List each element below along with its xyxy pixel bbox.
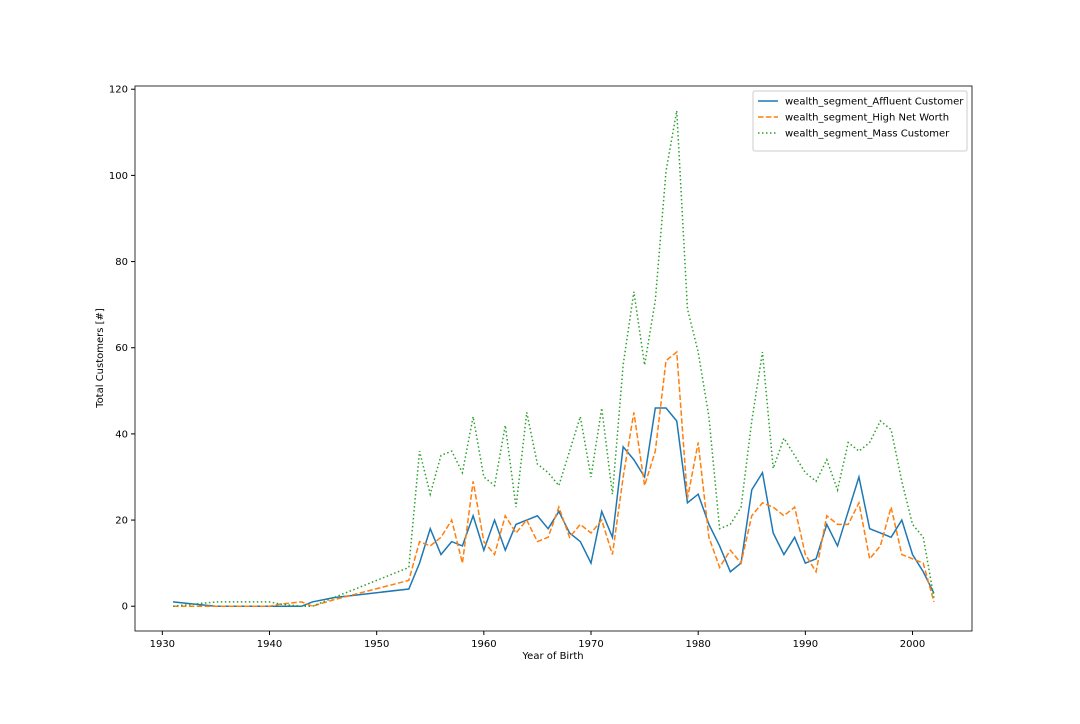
y-tick-label: 120 [109, 85, 128, 96]
x-tick-label: 2000 [900, 639, 925, 650]
y-tick-label: 100 [109, 171, 128, 182]
plot-frame [134, 85, 973, 632]
y-tick-label: 80 [115, 257, 128, 268]
x-tick-label: 1930 [150, 639, 175, 650]
x-tick-label: 1940 [257, 639, 282, 650]
x-tick-label: 1980 [685, 639, 710, 650]
series-line [172, 407, 935, 607]
x-tick-label: 1970 [578, 639, 603, 650]
y-tick-label: 60 [115, 343, 128, 354]
x-tick-label: 1960 [471, 639, 496, 650]
y-tick-label: 40 [115, 429, 128, 440]
legend-label: wealth_segment_High Net Worth [785, 113, 949, 124]
y-axis-label: Total Customers [#] [95, 308, 106, 409]
legend-box [752, 90, 968, 152]
x-tick-label: 1990 [793, 639, 818, 650]
y-tick-label: 20 [115, 516, 128, 527]
series-line [173, 350, 935, 608]
y-tick-label: 0 [122, 602, 128, 613]
x-axis-label: Year of Birth [521, 651, 583, 662]
x-tick-label: 1950 [364, 639, 389, 650]
legend-label: wealth_segment_Affluent Customer [785, 97, 964, 108]
legend-label: wealth_segment_Mass Customer [785, 129, 950, 140]
